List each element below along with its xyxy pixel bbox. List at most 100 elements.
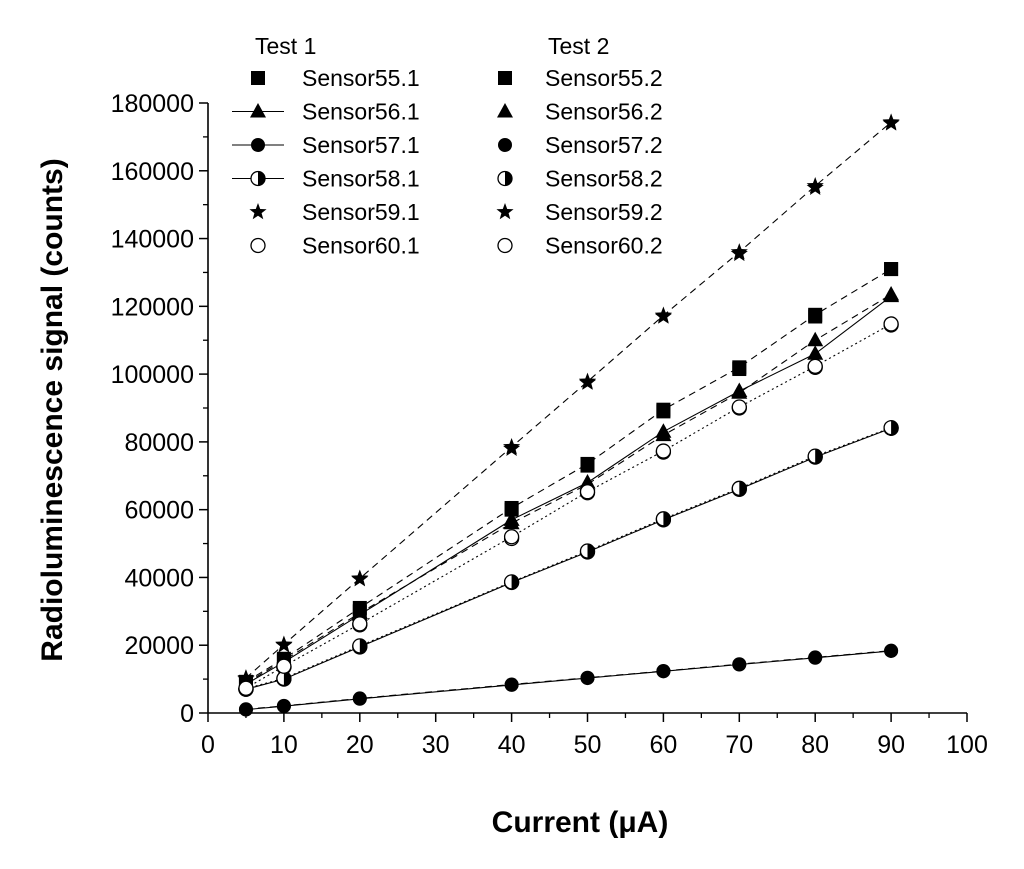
legend-label-sensor55-2: Sensor55.2 [545,65,663,91]
series-line-sensor58-1 [245,427,892,690]
data-point-sensor59-2 [503,437,521,455]
data-point-sensor56-1 [807,345,824,360]
legend-marker-sensor55-2 [498,71,512,85]
legend-group-title: Test 2 [548,33,609,59]
data-point-sensor57-2 [504,677,519,692]
y-tick-label: 140000 [111,226,194,254]
data-point-sensor58-2 [655,511,672,527]
data-point-sensor58-2 [503,574,520,590]
legend: Test 1 Sensor55.1 Sensor56.1 Sensor57.1 Sens… [232,33,663,259]
data-point-sensor60-2 [276,658,292,674]
legend-label-sensor57-2: Sensor57.2 [545,132,663,158]
y-tick-label: 40000 [124,564,194,592]
data-point-sensor56-2 [351,604,368,620]
series-line-sensor59-2 [245,121,892,679]
y-axis-title: Radioluminescence signal (counts) [36,158,69,661]
x-tick-label: 20 [346,731,374,759]
legend-marker-sensor58-2 [497,170,513,187]
data-point-sensor58-2 [883,420,899,436]
legend-label-sensor60-2: Sensor60.2 [545,233,663,259]
data-point-sensor57-2 [884,643,899,658]
x-tick-label: 30 [422,731,450,759]
x-tick-label: 90 [877,731,905,759]
series-line-sensor56-2 [245,294,892,684]
series-line-sensor55-2 [245,268,892,683]
x-tick-label: 40 [498,731,526,759]
data-point-sensor60-2 [807,358,823,374]
data-point-sensor59-2 [882,113,900,130]
data-point-sensor57-2 [656,663,671,678]
legend-label-sensor58-2: Sensor58.2 [545,166,663,192]
x-tick-label: 50 [574,731,602,759]
data-point-sensor58-2 [579,543,596,559]
data-point-sensor57-2 [732,657,747,672]
y-tick-label: 100000 [111,361,194,389]
data-point-sensor56-2 [655,426,672,442]
legend-marker-sensor59-2 [496,203,514,220]
data-point-sensor55-2 [580,456,595,471]
x-tick-label: 70 [725,731,753,759]
data-point-sensor55-2 [884,262,899,277]
y-tick-label: 20000 [124,632,194,660]
data-point-sensor56-2 [503,514,520,530]
legend-label-sensor56-2: Sensor56.2 [545,99,663,125]
x-tick-label: 80 [801,731,829,759]
x-tick-label: 100 [946,731,988,759]
series-line-sensor58-2 [245,427,892,690]
data-point-sensor59-2 [237,669,255,686]
legend-marker-sensor60-2 [497,237,513,254]
data-point-sensor56-2 [883,285,900,301]
data-point-sensor58-2 [352,638,368,654]
y-tick-label: 180000 [111,90,194,118]
series-line-sensor60-2 [245,323,892,689]
data-point-sensor60-2 [883,316,899,332]
tick-labels: 0 10 20 30 40 50 60 70 80 90 100 0 20000 40000 60000 80… [111,90,988,759]
legend-marker-sensor55-1 [251,71,265,85]
series-line-sensor57-1 [245,650,892,711]
data-point-sensor55-2 [732,360,747,375]
data-point-sensor60-2 [238,680,254,696]
legend-marker-sensor58-1 [250,170,266,187]
x-tick-label: 0 [201,731,215,759]
data-point-sensor60-2 [731,399,747,415]
data-point-sensor57-2 [808,650,823,665]
legend-marker-sensor56-1 [250,103,266,118]
legend-label-sensor56-1: Sensor56.1 [302,99,420,125]
data-point-sensor59-2 [654,306,672,323]
data-point-sensor55-2 [656,402,671,417]
data-point-sensor59-2 [351,569,369,586]
data-point-sensor58-2 [731,480,747,496]
series-line-sensor57-2 [245,650,892,710]
data-point-sensor60-2 [579,484,596,500]
legend-label-sensor60-1: Sensor60.1 [302,233,420,259]
y-tick-label: 80000 [124,429,194,457]
axes [199,102,968,722]
legend-marker-sensor60-1 [250,237,266,254]
data-point-sensor59-2 [275,635,293,652]
y-tick-label: 0 [180,700,194,728]
legend-label-sensor55-1: Sensor55.1 [302,65,420,91]
data-point-sensor60-2 [352,616,368,632]
data-point-sensor56-2 [807,331,824,347]
data-point-sensor55-2 [504,500,519,515]
data-point-sensor60-2 [503,529,520,545]
y-tick-label: 160000 [111,158,194,186]
legend-label-sensor59-1: Sensor59.1 [302,199,420,225]
data-point-sensor57-2 [276,698,291,713]
legend-label-sensor57-1: Sensor57.1 [302,132,420,158]
data-point-sensor59-2 [730,243,748,260]
x-tick-label: 60 [649,731,677,759]
data-point-sensor58-2 [807,448,823,464]
legend-marker-sensor57-1 [251,138,265,152]
legend-group-title: Test 1 [255,33,316,59]
data-point-sensor57-2 [580,670,595,685]
data-point-sensor59-2 [578,372,597,389]
legend-marker-sensor57-2 [498,138,512,152]
legend-marker-sensor59-1 [249,203,267,220]
y-tick-label: 60000 [124,497,194,525]
x-tick-label: 10 [270,731,298,759]
legend-marker-sensor56-2 [497,103,513,118]
x-axis-title: Current (μA) [492,806,669,839]
y-tick-label: 120000 [111,293,194,321]
